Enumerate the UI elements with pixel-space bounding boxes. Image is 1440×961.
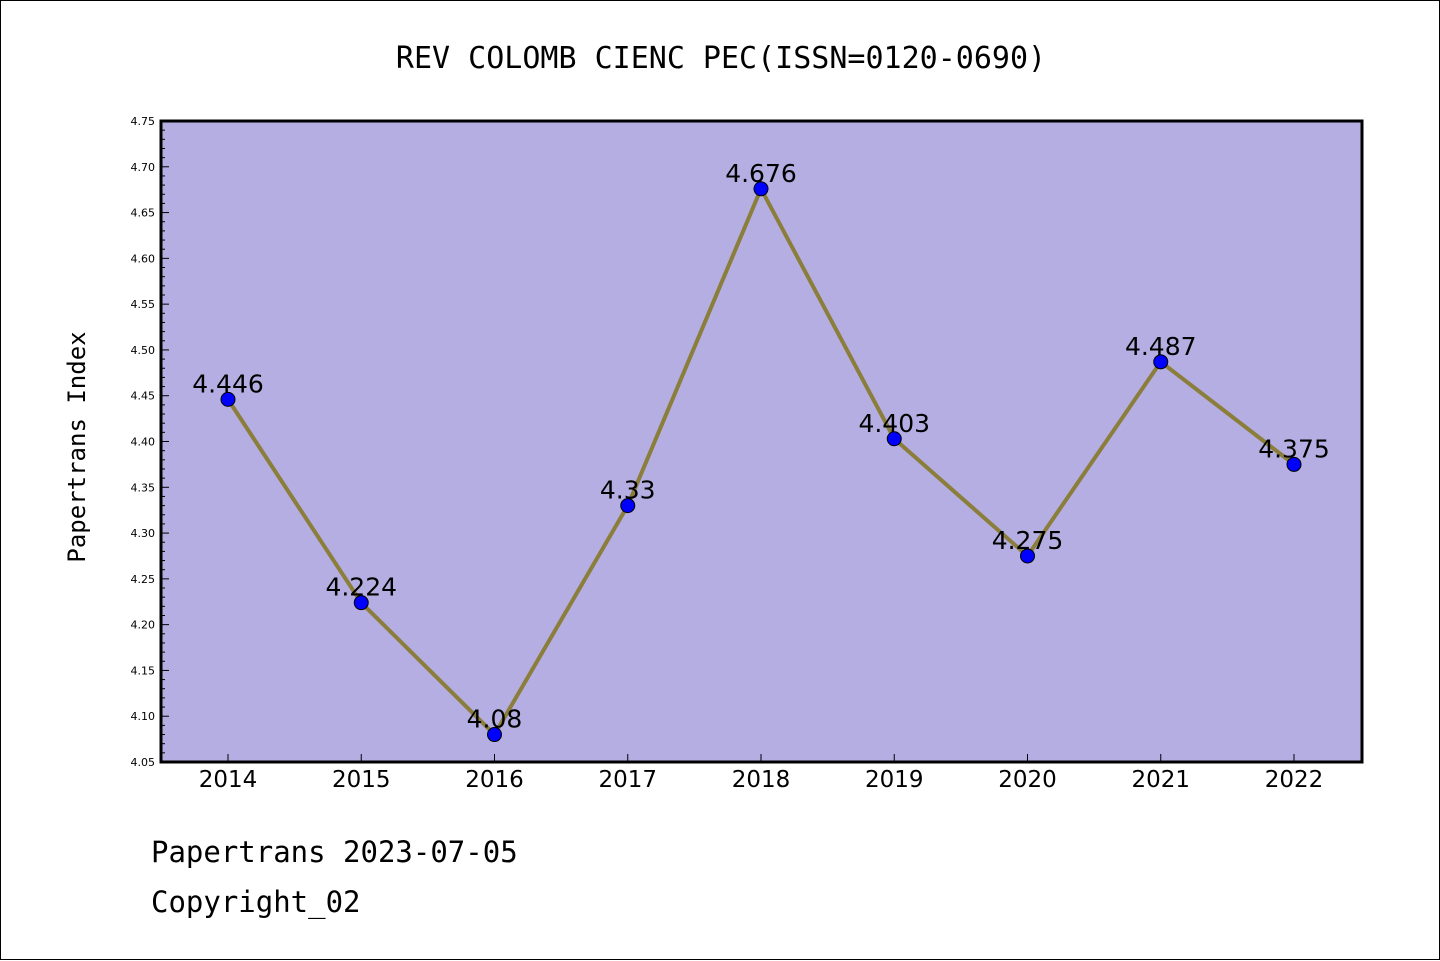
data-point [1020, 548, 1035, 564]
data-label: 4.224 [325, 573, 397, 602]
footer-date: Papertrans 2023-07-05 [151, 835, 518, 869]
y-tick-label: 4.45 [131, 390, 156, 403]
data-label: 4.676 [725, 159, 797, 188]
x-tick-label: 2014 [199, 767, 258, 793]
y-tick-label: 4.40 [131, 436, 156, 449]
data-label: 4.403 [858, 409, 930, 438]
y-tick-label: 4.65 [131, 207, 156, 220]
x-tick-label: 2017 [598, 767, 657, 793]
y-tick-label: 4.25 [131, 573, 156, 586]
y-axis-label: Papertrans Index [63, 331, 91, 562]
x-tick-label: 2022 [1265, 767, 1324, 793]
series-points-group [220, 181, 1302, 743]
data-point [886, 431, 902, 447]
y-tick-label: 4.70 [131, 161, 156, 174]
plot-area [161, 121, 1362, 762]
data-label: 4.375 [1258, 434, 1330, 463]
x-tick-label: 2021 [1131, 767, 1190, 793]
x-tick-label: 2016 [465, 767, 524, 793]
data-point [1153, 354, 1169, 370]
y-tick-label: 4.75 [131, 115, 156, 128]
data-labels-group: 4.446 4.224 4.08 4.33 4.676 4.403 4.275 4.487 4.… [192, 159, 1330, 734]
x-tick-label: 2015 [332, 767, 391, 793]
data-point [1286, 456, 1302, 472]
y-tick-label: 4.15 [131, 664, 156, 677]
data-label: 4.275 [992, 526, 1064, 555]
y-tick-label: 4.60 [131, 252, 156, 265]
x-tick-label: 2018 [732, 767, 791, 793]
data-point [487, 727, 502, 743]
data-point [220, 391, 236, 407]
x-tick-label: 2019 [865, 767, 924, 793]
x-tick-label: 2020 [998, 767, 1057, 793]
y-tick-label: 4.20 [131, 619, 156, 632]
data-label: 4.08 [467, 705, 523, 734]
x-axis-ticks: 2014 2015 2016 2017 2018 2019 2020 2021 2022 [199, 754, 1324, 793]
y-tick-label: 4.05 [131, 756, 156, 769]
chart-title: REV COLOMB CIENC PEC(ISSN=0120-0690) [396, 41, 1046, 76]
data-label: 4.33 [600, 476, 656, 505]
y-tick-label: 4.50 [131, 344, 156, 357]
y-tick-label: 4.35 [131, 481, 156, 494]
data-label: 4.446 [192, 369, 264, 398]
data-label: 4.487 [1125, 332, 1197, 361]
y-tick-label: 4.10 [131, 710, 156, 723]
y-tick-label: 4.55 [131, 298, 156, 311]
data-point [353, 595, 369, 611]
plot-border [159, 119, 1364, 764]
data-point [620, 498, 636, 514]
footer-copyright: Copyright_02 [151, 885, 361, 919]
y-tick-label: 4.30 [131, 527, 156, 540]
data-point [753, 181, 769, 197]
